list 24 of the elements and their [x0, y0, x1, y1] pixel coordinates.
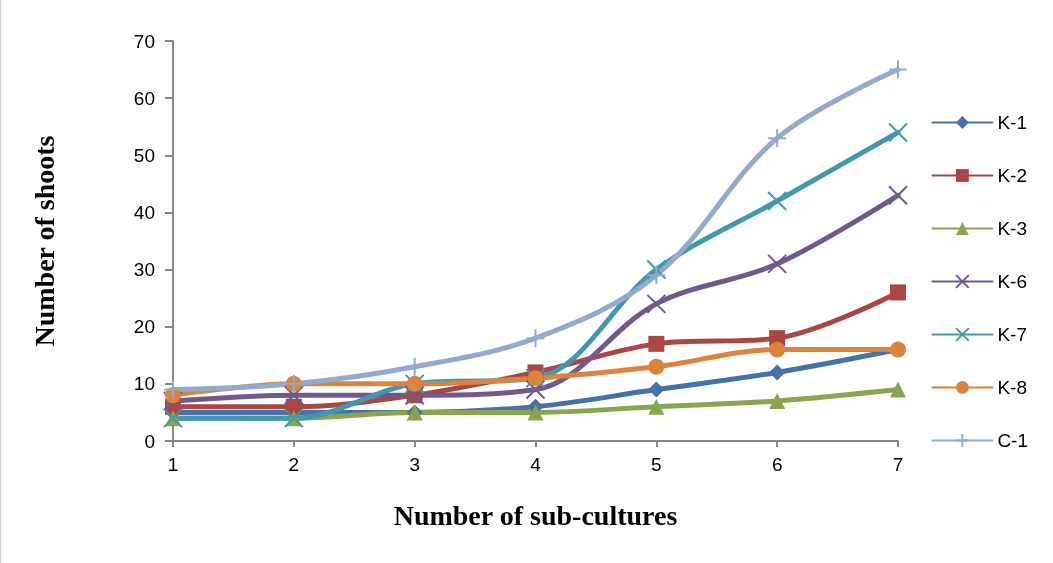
legend-label: K-6 — [997, 271, 1027, 292]
y-tick-label: 60 — [133, 87, 155, 109]
x-tick-label: 6 — [771, 454, 783, 475]
legend-label: K-2 — [997, 165, 1027, 186]
x-tick-label: 1 — [167, 454, 179, 475]
x-tick-label: 2 — [288, 454, 300, 475]
legend-label: K-3 — [997, 218, 1027, 239]
y-axis-title: Number of shoots — [28, 135, 60, 347]
y-tick-label: 30 — [133, 259, 155, 281]
legend-label: K-8 — [997, 377, 1027, 398]
x-tick-label: 3 — [409, 454, 420, 475]
y-tick-label: 10 — [133, 373, 155, 395]
x-tick-label: 5 — [651, 454, 662, 475]
legend-label: K-7 — [997, 324, 1027, 345]
legend-label: K-1 — [997, 112, 1027, 133]
legend-label: C-1 — [997, 430, 1029, 451]
y-tick-label: 70 — [133, 30, 155, 52]
y-tick-label: 20 — [133, 316, 155, 338]
x-tick-label: 4 — [530, 454, 542, 475]
x-axis-title: Number of sub-cultures — [393, 499, 678, 531]
y-tick-label: 50 — [133, 144, 155, 166]
y-tick-label: 0 — [144, 430, 155, 452]
x-tick-label: 7 — [892, 454, 904, 475]
y-tick-label: 40 — [133, 201, 155, 223]
